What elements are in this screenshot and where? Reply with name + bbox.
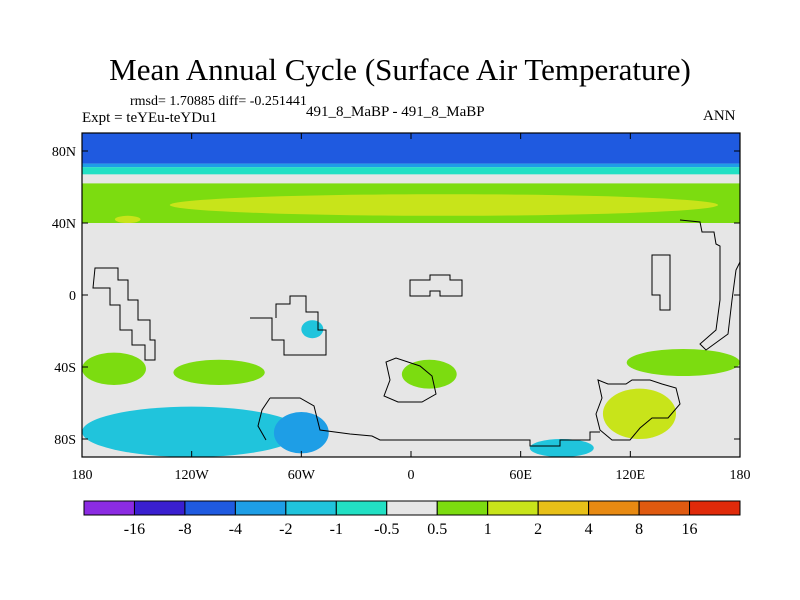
colorbar-swatch xyxy=(689,500,741,516)
y-tick-label: 40S xyxy=(54,361,76,376)
x-tick-label: 120W xyxy=(175,468,210,483)
colorbar-swatch xyxy=(436,500,489,516)
colorbar-label: 2 xyxy=(534,521,542,538)
anomaly-region xyxy=(301,320,324,339)
x-tick-label: 180 xyxy=(730,468,751,483)
x-tick-label: 120E xyxy=(616,468,646,483)
anomaly-region xyxy=(273,412,329,454)
x-tick-label: 60W xyxy=(288,468,316,483)
x-tick-label: 180 xyxy=(72,468,93,483)
y-tick-label: 80S xyxy=(54,433,76,448)
colorbar-label: -4 xyxy=(229,521,242,538)
colorbar-swatch xyxy=(285,500,337,516)
x-tick-label: 60E xyxy=(509,468,532,483)
coastline-outlines xyxy=(92,219,740,447)
colorbar-swatch xyxy=(133,500,186,516)
comparison-label: 491_8_MaBP - 491_8_MaBP xyxy=(306,104,485,120)
colorbar-swatch xyxy=(487,500,539,516)
colorbar-label: 1 xyxy=(484,521,492,538)
anomaly-region xyxy=(626,349,740,376)
latitude-band xyxy=(82,133,740,151)
latitude-band xyxy=(82,163,740,168)
colorbar-swatch xyxy=(588,500,640,516)
colorbar: -16 -8 -4 -2 -1 -0.5 0.5 1 2 4 8 16 xyxy=(83,500,741,538)
axes-frame: 180 120W 60W 0 60E 120E 180 80N 40N 0 40S 80S xyxy=(52,132,751,483)
anomaly-region xyxy=(173,359,265,385)
latitude-band xyxy=(82,167,740,175)
colorbar-label: 4 xyxy=(585,521,593,538)
y-tick-label: 80N xyxy=(52,145,76,160)
colorbar-swatch xyxy=(335,500,388,516)
chart-title: Mean Annual Cycle (Surface Air Temperatu… xyxy=(109,52,691,87)
anomaly-region xyxy=(82,406,302,457)
colorbar-swatch xyxy=(537,500,590,516)
y-tick-label: 40N xyxy=(52,217,76,232)
colorbar-swatch xyxy=(184,500,236,516)
latitude-band xyxy=(82,174,740,184)
anomaly-region xyxy=(602,388,677,439)
colorbar-label: -1 xyxy=(330,521,343,538)
colorbar-label: 8 xyxy=(635,521,643,538)
colorbar-label: 16 xyxy=(682,521,698,538)
colorbar-label: -8 xyxy=(178,521,191,538)
colorbar-label: -16 xyxy=(124,521,145,538)
x-tick-label: 0 xyxy=(408,468,415,483)
colorbar-swatch xyxy=(386,500,438,516)
colorbar-swatch xyxy=(638,500,691,516)
y-tick-label: 0 xyxy=(69,289,76,304)
anomaly-region xyxy=(82,352,146,385)
season-label: ANN xyxy=(703,108,736,124)
latitude-band xyxy=(82,151,740,164)
field-layer xyxy=(82,133,740,457)
colorbar-swatch xyxy=(83,500,135,516)
colorbar-label: -0.5 xyxy=(374,521,399,538)
stats-text: rmsd= 1.70885 diff= -0.251441 xyxy=(130,94,307,109)
colorbar-label: 0.5 xyxy=(427,521,447,538)
anomaly-region xyxy=(169,194,719,216)
colorbar-label: -2 xyxy=(279,521,292,538)
anomaly-region xyxy=(114,215,141,223)
colorbar-swatch xyxy=(234,500,287,516)
experiment-label: Expt = teYEu-teYDu1 xyxy=(82,110,218,126)
anomaly-region xyxy=(529,439,594,457)
